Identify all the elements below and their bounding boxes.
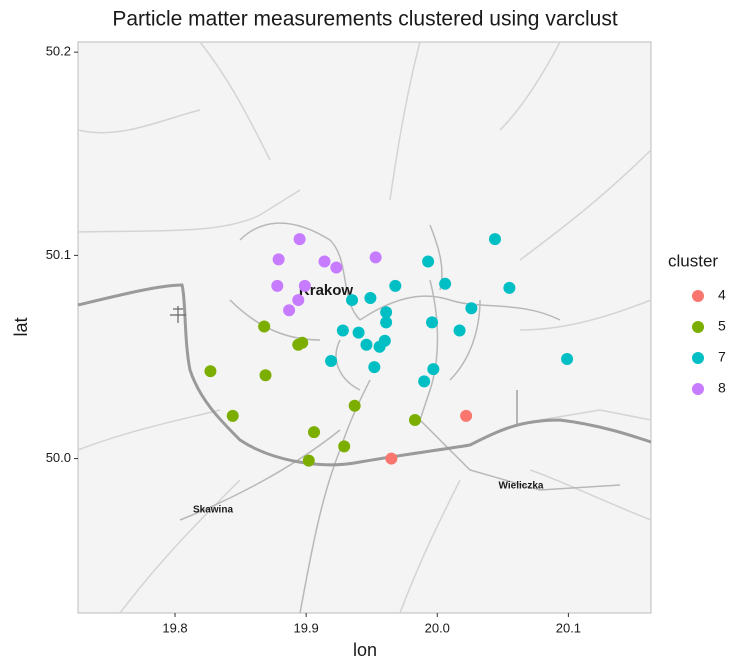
- point: [271, 279, 284, 292]
- legend-title: cluster: [668, 251, 718, 270]
- point: [272, 253, 285, 266]
- point: [296, 336, 309, 349]
- point: [298, 279, 311, 292]
- x-tick-label: 19.9: [293, 620, 318, 635]
- x-tick-label: 20.1: [556, 620, 581, 635]
- airport-icon: [170, 306, 186, 323]
- point: [422, 255, 435, 268]
- chart-title: Particle matter measurements clustered u…: [112, 8, 618, 31]
- point: [561, 352, 574, 365]
- legend-label: 8: [718, 380, 726, 396]
- point: [292, 294, 305, 307]
- point: [426, 316, 439, 329]
- map-background: [77, 41, 652, 614]
- point: [259, 369, 272, 382]
- point: [318, 255, 331, 268]
- map-place-label: Skawina: [193, 505, 233, 516]
- point: [302, 454, 315, 467]
- legend-swatch: [692, 290, 704, 302]
- point: [360, 338, 373, 351]
- legend-label: 5: [718, 318, 726, 334]
- point: [204, 365, 217, 378]
- point: [293, 233, 306, 246]
- point: [283, 304, 296, 317]
- point: [453, 324, 466, 337]
- point: [380, 306, 393, 319]
- point: [460, 409, 473, 422]
- y-axis-label: lat: [11, 317, 31, 336]
- point: [427, 363, 440, 376]
- point: [346, 294, 359, 307]
- legend-swatch: [692, 352, 704, 364]
- point: [369, 251, 382, 264]
- x-tick-label: 19.8: [162, 620, 187, 635]
- legend-swatch: [692, 383, 704, 395]
- point: [368, 361, 381, 374]
- point: [308, 426, 321, 439]
- map-place-label: Wieliczka: [499, 481, 544, 492]
- y-tick-label: 50.0: [46, 450, 71, 465]
- point: [348, 399, 361, 412]
- point: [258, 320, 271, 333]
- point: [330, 261, 343, 274]
- point: [488, 233, 501, 246]
- point: [389, 279, 402, 292]
- y-tick-label: 50.1: [46, 247, 71, 262]
- point: [226, 409, 239, 422]
- point: [364, 292, 377, 305]
- point: [352, 326, 365, 339]
- point: [336, 324, 349, 337]
- x-tick-label: 20.0: [425, 620, 450, 635]
- legend-swatch: [692, 321, 704, 333]
- x-axis-label: lon: [353, 640, 377, 660]
- point: [385, 452, 398, 465]
- legend-label: 7: [718, 349, 726, 365]
- point: [325, 355, 338, 368]
- point: [465, 302, 478, 315]
- point: [380, 316, 393, 329]
- point: [418, 375, 431, 388]
- y-tick-label: 50.2: [46, 44, 71, 59]
- point: [503, 281, 516, 294]
- legend-label: 4: [718, 287, 726, 303]
- point: [373, 340, 386, 353]
- point: [439, 277, 452, 290]
- point: [408, 413, 421, 426]
- point: [338, 440, 351, 453]
- plot-panel: [77, 41, 652, 614]
- map-place-label: Krakow: [299, 282, 354, 299]
